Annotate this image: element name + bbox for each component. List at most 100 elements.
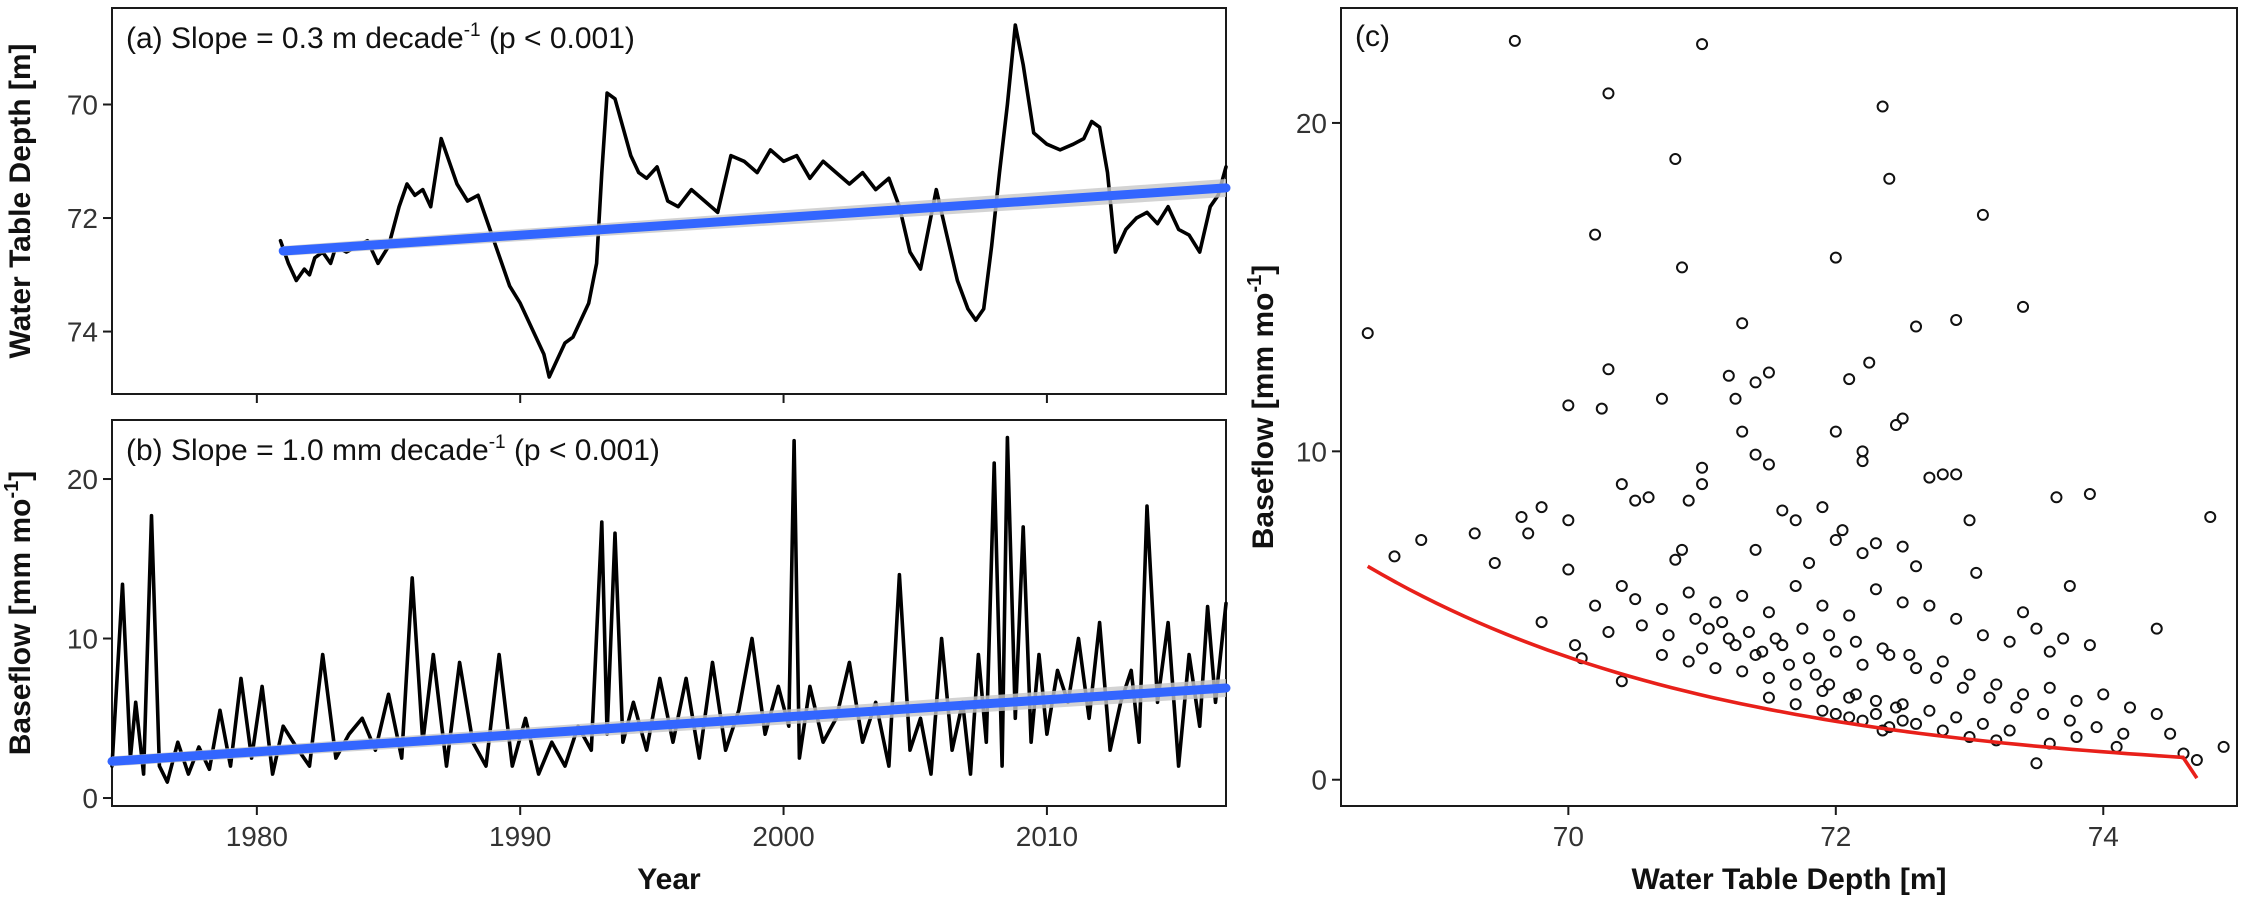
panel-c-point xyxy=(1629,593,1642,606)
panel-c-point xyxy=(1655,648,1668,661)
panel-c-point xyxy=(2017,688,2030,701)
panel-c-point xyxy=(1569,639,1582,652)
panel-c-point xyxy=(1976,717,1989,730)
panel-c-point xyxy=(1823,678,1836,691)
panel-c-point xyxy=(1602,363,1615,376)
panel-c-point xyxy=(2050,491,2063,504)
panel-c-point xyxy=(1963,668,1976,681)
panel-c-plot-area: 0 10 20 70 72 74 xyxy=(1296,34,2230,852)
panel-c-point xyxy=(1950,711,1963,724)
panel-c-point xyxy=(1783,658,1795,671)
panel-a-plot-area: 70 72 74 xyxy=(67,23,1231,403)
panel-c-point xyxy=(2070,731,2083,744)
panel-c-point xyxy=(2083,639,2096,652)
panel-c-point xyxy=(1515,511,1528,524)
panel-c-point xyxy=(2150,622,2163,635)
panel-c-point xyxy=(1936,655,1949,668)
panel-c-point xyxy=(1896,714,1909,727)
panel-c-point xyxy=(1896,596,1909,609)
panel-c-point xyxy=(1522,527,1535,540)
panel-c-point xyxy=(1736,589,1749,602)
panel-c-point xyxy=(1642,491,1655,504)
panel-c-point xyxy=(1809,668,1822,681)
panel-c-point xyxy=(1669,153,1682,166)
panel-c-point xyxy=(1615,579,1628,592)
panel-c-point xyxy=(1729,392,1742,405)
panel-c-point xyxy=(1722,632,1735,645)
panel-c-point xyxy=(1716,616,1729,629)
panel-c-point xyxy=(1883,648,1896,661)
panel-c-point xyxy=(1896,540,1909,553)
panel-c-point xyxy=(1849,635,1862,648)
panel-c-point xyxy=(2043,681,2056,694)
panel-c-frame xyxy=(1340,7,2238,807)
panel-c-point xyxy=(1602,87,1615,100)
panel-c-point xyxy=(1910,717,1923,730)
panel-c-point xyxy=(2063,714,2076,727)
panel-c-point xyxy=(1863,356,1876,369)
panel-c-point xyxy=(1702,622,1715,635)
panel-c-point xyxy=(1829,645,1842,658)
panel-c-point xyxy=(1849,688,1862,701)
panel-c-point xyxy=(1789,514,1802,527)
panel-c-point xyxy=(1789,698,1802,711)
panel-c-point xyxy=(1776,504,1789,517)
panel-c-point xyxy=(2090,721,2103,734)
panel-c-point xyxy=(1696,642,1709,655)
panel-c-point xyxy=(1876,642,1889,655)
panel-c-point xyxy=(2204,511,2217,524)
panel-c-point xyxy=(1749,648,1762,661)
panel-c-point xyxy=(1696,38,1709,51)
panel-c-point xyxy=(1803,556,1816,569)
panel-c-point xyxy=(1829,251,1842,264)
panel-c-point xyxy=(1923,704,1936,717)
panel-c-point xyxy=(1742,625,1755,638)
panel-b-trend-line xyxy=(107,683,1231,766)
panel-b-y-tick-label: 20 xyxy=(67,464,98,495)
panel-c-point xyxy=(1843,373,1856,386)
panel-c-y-tick-label: 10 xyxy=(1296,436,1327,467)
panel-c-point xyxy=(1562,399,1575,412)
panel-c-point xyxy=(1883,172,1896,185)
panel-c-point xyxy=(1970,566,1983,579)
panel-c-point xyxy=(1762,691,1775,704)
panel-c-point xyxy=(2110,740,2123,753)
panel-a-y-tick-label: 72 xyxy=(67,203,98,234)
panel-c-point xyxy=(1468,527,1481,540)
panel-c-point xyxy=(1508,34,1521,47)
panel-c-point xyxy=(2117,727,2130,740)
panel-c-point xyxy=(1615,478,1628,491)
panel-c-point xyxy=(2164,727,2177,740)
panel-c-point xyxy=(1963,514,1976,527)
panel-c-point xyxy=(1749,543,1762,556)
panel-c-point xyxy=(1756,645,1769,658)
panel-c-point xyxy=(1488,556,1501,569)
panel-c-point xyxy=(2217,740,2230,753)
panel-b: 0 10 20 1980 1990 2000 2010 (b) Slope = 1.0 mm… xyxy=(1,419,1231,896)
panel-c-point xyxy=(1816,599,1829,612)
panel-c-point xyxy=(1776,639,1789,652)
panel-c-point xyxy=(1983,691,1996,704)
panel-c-point xyxy=(1589,599,1602,612)
panel-c-point xyxy=(1736,665,1749,678)
panel-c-point xyxy=(1729,639,1742,652)
panel-c-point xyxy=(1696,478,1709,491)
panel-c-point xyxy=(1923,599,1936,612)
panel-c-point xyxy=(1709,596,1722,609)
panel-c-point xyxy=(1856,455,1869,468)
panel-c-point xyxy=(1950,612,1963,625)
panel-c-point xyxy=(1950,313,1963,326)
panel-c-point xyxy=(2083,488,2096,501)
panel-c-x-tick-label: 74 xyxy=(2088,821,2119,852)
panel-c-point xyxy=(1595,402,1608,415)
panel-c-point xyxy=(1676,543,1689,556)
panel-c-point xyxy=(1990,678,2003,691)
panel-b-plot-area: 0 10 20 1980 1990 2000 2010 xyxy=(67,435,1231,852)
panel-a-y-axis-label: Water Table Depth [m] xyxy=(4,43,37,358)
panel-c-point xyxy=(2017,300,2030,313)
panel-c-point xyxy=(1843,711,1856,724)
panel-c-point xyxy=(1889,701,1902,714)
panel-c-point xyxy=(1615,675,1628,688)
panel-c-point xyxy=(1829,425,1842,438)
